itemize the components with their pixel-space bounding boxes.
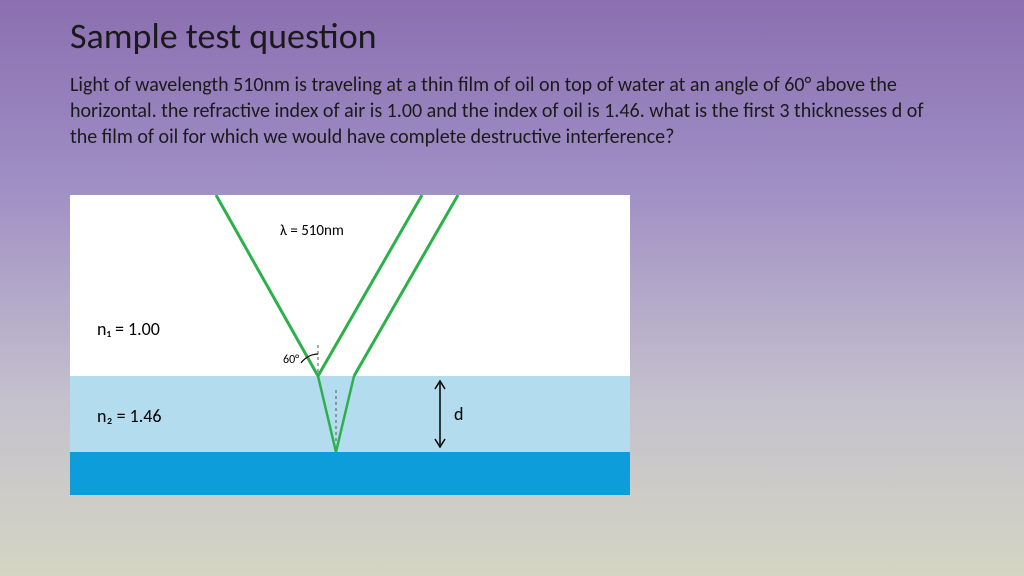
angle-label: 60° [283,353,299,367]
reflected-ray-bottom [336,376,354,452]
refracted-ray-in [318,376,336,452]
thickness-label: d [454,403,463,425]
thin-film-diagram: λ = 510nm 60° n₁ = 1.00 n₂ = 1.46 d [70,195,630,495]
n1-label: n₁ = 1.00 [97,318,160,340]
question-text: Light of wavelength 510nm is traveling a… [70,72,950,150]
n2-label: n₂ = 1.46 [97,405,162,427]
ray-diagram-svg: λ = 510nm 60° n₁ = 1.00 n₂ = 1.46 d [70,195,630,495]
slide-title: Sample test question [70,14,377,58]
lambda-label: λ = 510nm [280,222,344,240]
